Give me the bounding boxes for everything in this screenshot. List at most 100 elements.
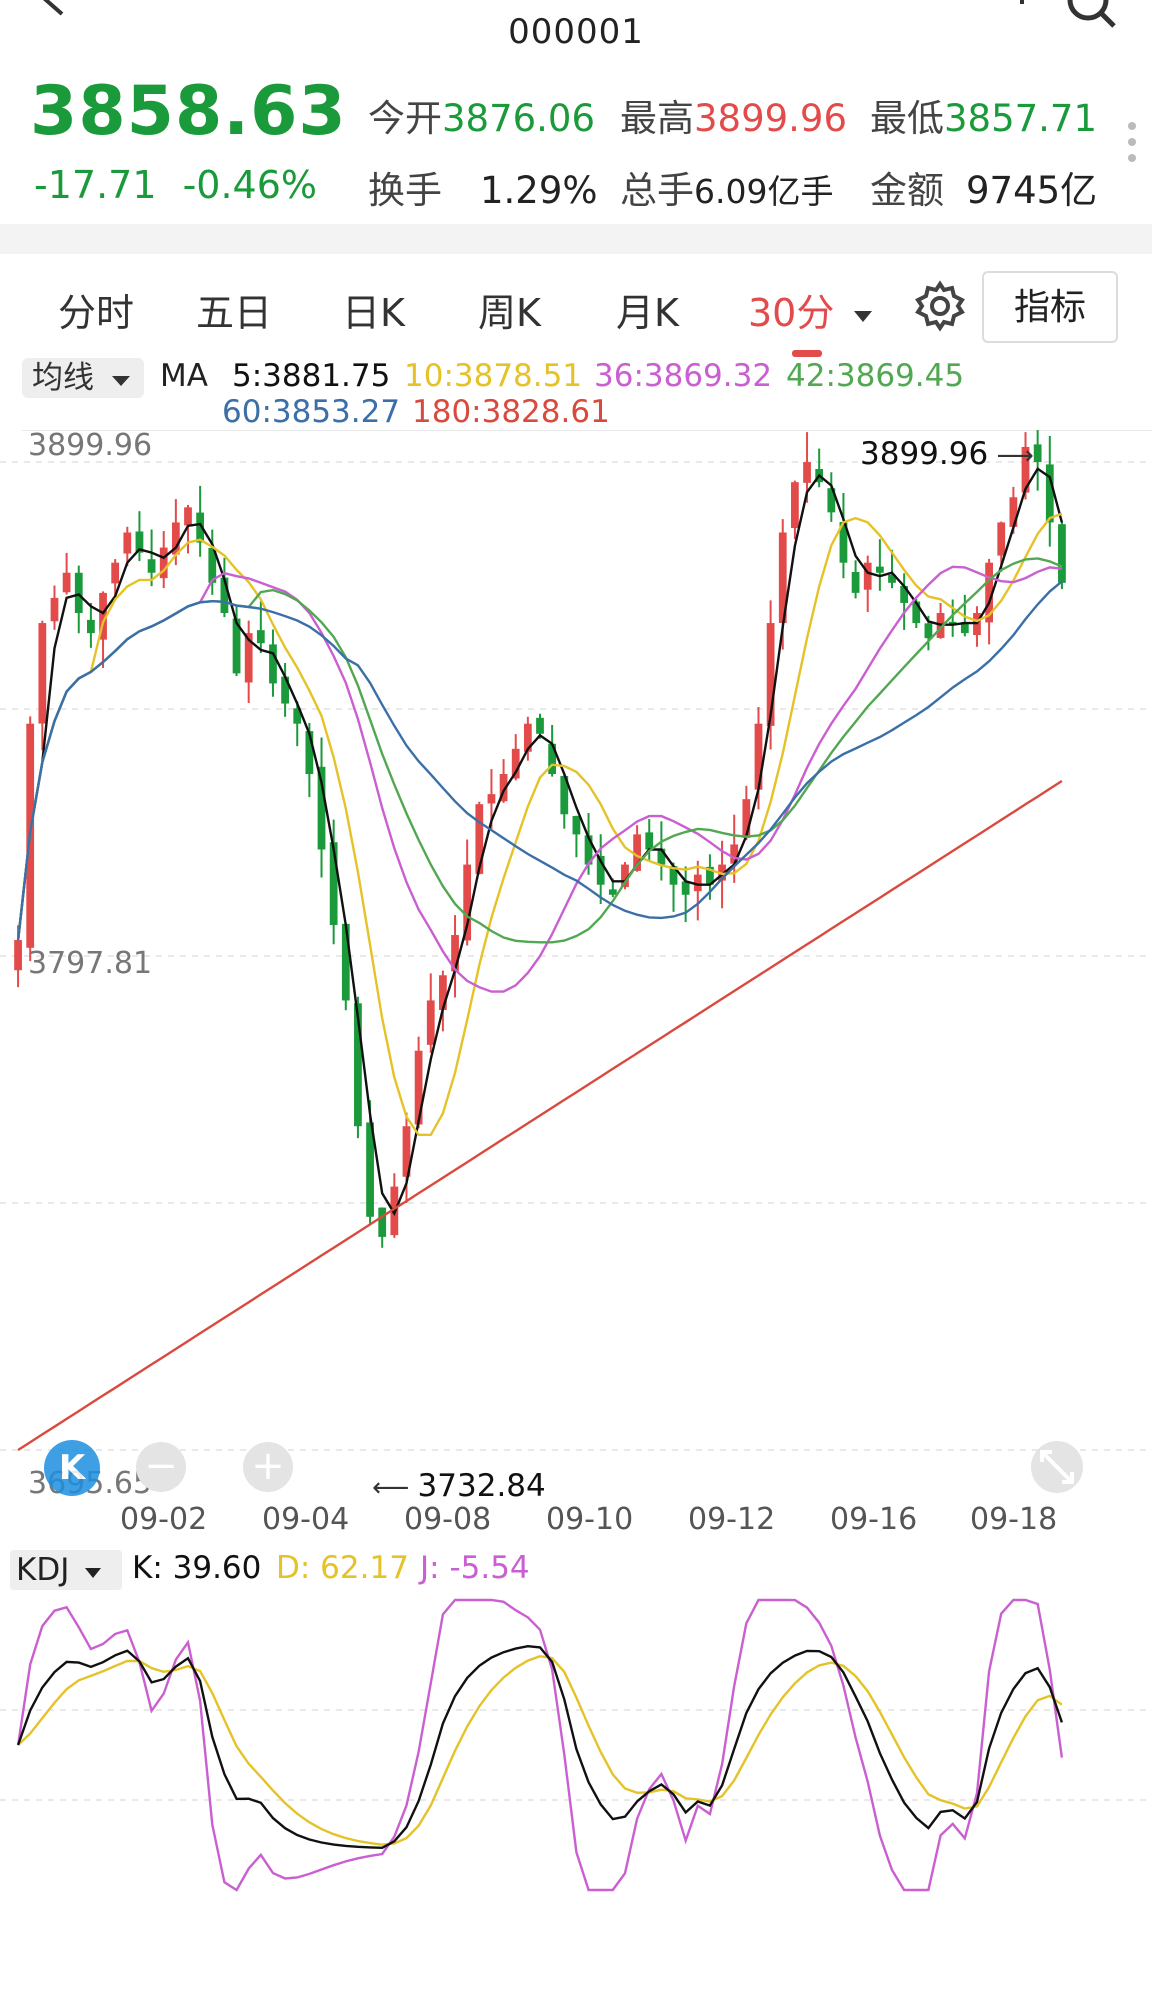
candle-body (706, 866, 714, 885)
tab-intraday[interactable]: 分时 (58, 291, 135, 335)
kdj-j-line (16, 1598, 1064, 1892)
candle-body (402, 1126, 411, 1177)
tab-30min[interactable]: 30分 (748, 282, 874, 337)
chevron-down-icon (854, 310, 873, 322)
page-title: 000001 (508, 12, 644, 52)
indicator-button[interactable]: 指标 (982, 271, 1118, 343)
candle-body (135, 531, 144, 553)
low-annotation: ⟵ 3732.84 (372, 1468, 546, 1504)
candle-body (317, 766, 326, 850)
candle-body (742, 799, 751, 838)
kline-badge[interactable]: K (44, 1440, 100, 1496)
tab-five-day[interactable]: 五日 (196, 291, 273, 335)
back-arrow-icon[interactable] (32, 0, 72, 22)
candle-body (985, 562, 993, 623)
kdj-dropdown[interactable]: KDJ (10, 1550, 122, 1590)
stat-volume: 总手6.09亿手 (620, 169, 834, 212)
candle-body (232, 618, 241, 674)
candle-body (548, 743, 557, 775)
candle-body (851, 572, 860, 593)
candle-body (900, 585, 909, 603)
candle-body (718, 864, 726, 881)
y-axis-top-label: 3899.96 (28, 428, 153, 463)
tab-weekly-k[interactable]: 周K (478, 291, 541, 335)
stat-high: 最高3899.96 (620, 97, 848, 140)
candle-body (220, 577, 229, 613)
tab-daily-k[interactable]: 日K (342, 291, 405, 335)
candle-body (633, 834, 641, 871)
candle-body (681, 881, 690, 895)
x-tick-label: 09-04 (262, 1502, 350, 1537)
gear-icon[interactable] (914, 280, 966, 332)
candle-body (778, 532, 787, 624)
candle-body (584, 835, 593, 865)
candle-body (487, 794, 496, 804)
candle-body (366, 1122, 374, 1217)
candle-body (329, 842, 338, 925)
section-divider (0, 224, 1152, 254)
candle-body (621, 864, 629, 888)
candle-body (439, 975, 447, 1011)
stat-low: 最低3857.71 (870, 97, 1098, 140)
candle-body (888, 574, 896, 583)
candle-body (305, 731, 314, 775)
ma-label: MA (160, 358, 208, 394)
fullscreen-icon[interactable] (1030, 1440, 1084, 1494)
candle-body (281, 676, 289, 704)
zoom-out-icon[interactable]: − (136, 1442, 186, 1492)
candle-body (948, 621, 957, 624)
candle-body (426, 1000, 435, 1045)
candle-body (839, 521, 848, 563)
x-tick-label: 09-08 (404, 1502, 492, 1537)
change-value: -17.71 (34, 163, 157, 207)
candle-body (863, 562, 872, 590)
candle-body (766, 623, 775, 726)
chevron-down-icon (111, 376, 130, 386)
candle-body (596, 855, 605, 885)
ma180-line (17, 779, 1063, 1452)
candle-body (463, 864, 472, 941)
candle-body (196, 512, 205, 543)
ma42-value: 42:3869.45 (786, 358, 965, 394)
candle-body (560, 775, 569, 815)
candle-body (244, 633, 253, 683)
candle-body (997, 522, 1006, 556)
change-percent: -0.46% (182, 163, 318, 207)
candle-body (730, 844, 739, 864)
ma36-value: 36:3869.32 (594, 358, 773, 394)
ma60-value: 60:3853.27 (222, 394, 401, 430)
candle-body (536, 717, 544, 734)
candle-body (451, 935, 459, 972)
more-vertical-icon[interactable] (1126, 120, 1138, 164)
candle-body (523, 723, 532, 752)
candle-body (924, 623, 933, 639)
x-tick-label: 09-18 (970, 1502, 1058, 1537)
candle-body (147, 559, 156, 573)
ma10-line (16, 512, 1063, 1136)
active-tab-underline (792, 350, 822, 357)
candle-body (293, 708, 302, 724)
candle-body (208, 547, 217, 583)
kdj-chart[interactable] (0, 1590, 1152, 1950)
kdj-j-value: J: -5.54 (420, 1550, 530, 1586)
candle-body (827, 488, 836, 513)
candle-body (657, 848, 666, 865)
search-icon[interactable] (1062, 0, 1118, 30)
ma5-value: 5:3881.75 (232, 358, 391, 394)
candle-body (14, 940, 22, 971)
candle-body (184, 507, 192, 526)
tab-monthly-k[interactable]: 月K (616, 291, 679, 335)
x-tick-label: 09-10 (546, 1502, 634, 1537)
ma-dropdown[interactable]: 均线 (22, 358, 144, 398)
zoom-in-icon[interactable]: + (243, 1442, 293, 1492)
add-icon[interactable] (1012, 0, 1032, 22)
ma10-value: 10:3878.51 (404, 358, 583, 394)
candle-body (87, 619, 95, 634)
chevron-down-icon (85, 1568, 102, 1578)
candle-body (269, 644, 277, 684)
kline-chart[interactable] (0, 430, 1152, 1490)
candle-body (608, 889, 617, 895)
candle-body (159, 547, 168, 579)
candle-body (791, 482, 799, 529)
candle-body (123, 532, 132, 554)
